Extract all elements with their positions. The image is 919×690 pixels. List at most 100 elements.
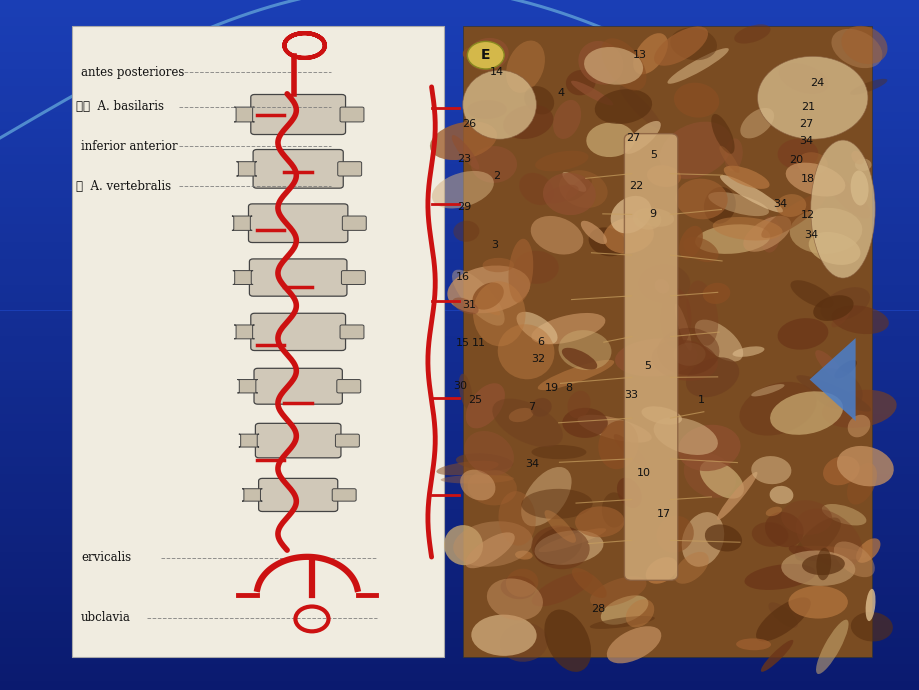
Text: 3: 3 [491, 240, 498, 250]
Ellipse shape [482, 258, 514, 273]
Ellipse shape [824, 173, 869, 219]
Ellipse shape [756, 57, 867, 139]
Text: 33: 33 [623, 390, 638, 400]
Ellipse shape [500, 576, 535, 599]
Bar [0, 569, 919, 578]
Ellipse shape [850, 170, 868, 206]
Text: 动脉  A. basilaris: 动脉 A. basilaris [76, 101, 165, 113]
Bar [0, 8, 919, 17]
Ellipse shape [497, 324, 554, 380]
FancyBboxPatch shape [242, 489, 262, 501]
Text: 18: 18 [800, 175, 814, 184]
Bar [0, 293, 919, 302]
Ellipse shape [518, 172, 553, 205]
Text: 11: 11 [471, 338, 485, 348]
Ellipse shape [607, 627, 661, 663]
Bar [0, 483, 919, 491]
Ellipse shape [533, 526, 582, 565]
Ellipse shape [723, 166, 768, 189]
Ellipse shape [615, 339, 698, 377]
Bar [0, 78, 919, 86]
Text: 12: 12 [800, 210, 814, 220]
Ellipse shape [821, 504, 866, 526]
Bar [0, 259, 919, 267]
Ellipse shape [472, 282, 504, 310]
Ellipse shape [712, 217, 782, 241]
Bar [0, 17, 919, 26]
Ellipse shape [543, 185, 578, 204]
Bar [0, 457, 919, 466]
Ellipse shape [739, 382, 816, 435]
Circle shape [467, 41, 504, 69]
FancyBboxPatch shape [248, 204, 347, 242]
Text: 32: 32 [530, 354, 545, 364]
Ellipse shape [723, 139, 742, 171]
Ellipse shape [456, 453, 513, 471]
Ellipse shape [558, 330, 611, 370]
Ellipse shape [660, 288, 691, 348]
Ellipse shape [809, 368, 862, 410]
Text: 34: 34 [803, 230, 818, 239]
Ellipse shape [683, 453, 735, 498]
Ellipse shape [521, 489, 592, 519]
Ellipse shape [467, 38, 508, 71]
FancyBboxPatch shape [237, 380, 257, 393]
Bar [0, 613, 919, 621]
Text: 5: 5 [649, 150, 656, 160]
Ellipse shape [440, 475, 514, 484]
Ellipse shape [674, 552, 708, 584]
Bar [0, 682, 919, 690]
Bar [0, 172, 919, 181]
Text: ervicalis: ervicalis [81, 551, 130, 564]
Text: ubclavia: ubclavia [81, 611, 130, 624]
FancyBboxPatch shape [251, 95, 346, 135]
Ellipse shape [846, 463, 876, 504]
FancyBboxPatch shape [239, 434, 259, 447]
FancyBboxPatch shape [336, 380, 360, 393]
Ellipse shape [535, 150, 588, 171]
FancyBboxPatch shape [251, 313, 346, 351]
FancyBboxPatch shape [332, 489, 356, 501]
Bar [0, 491, 919, 500]
Ellipse shape [514, 250, 558, 284]
Text: 27: 27 [798, 119, 812, 129]
Ellipse shape [777, 318, 827, 350]
Ellipse shape [820, 287, 869, 321]
Bar [0, 138, 919, 147]
Ellipse shape [796, 375, 870, 412]
Ellipse shape [788, 545, 822, 561]
Ellipse shape [429, 121, 496, 160]
Ellipse shape [670, 28, 716, 60]
Ellipse shape [704, 524, 742, 551]
Ellipse shape [486, 578, 542, 620]
Ellipse shape [574, 506, 624, 538]
FancyBboxPatch shape [255, 424, 341, 458]
Ellipse shape [656, 515, 693, 553]
Bar [0, 241, 919, 250]
Ellipse shape [719, 146, 739, 172]
Text: 34: 34 [798, 137, 812, 146]
Ellipse shape [589, 576, 646, 607]
Text: 21: 21 [800, 102, 814, 112]
Ellipse shape [472, 282, 525, 346]
Bar [0, 448, 919, 457]
Bar [0, 130, 919, 138]
Ellipse shape [767, 602, 797, 628]
Text: 4: 4 [557, 88, 564, 98]
Bar [0, 302, 919, 311]
Ellipse shape [794, 518, 840, 561]
Bar [0, 104, 919, 112]
Ellipse shape [831, 29, 881, 68]
Ellipse shape [465, 383, 505, 428]
Ellipse shape [577, 415, 651, 442]
Bar [0, 397, 919, 406]
Ellipse shape [694, 319, 743, 362]
Text: 34: 34 [772, 199, 787, 208]
Ellipse shape [831, 308, 849, 327]
FancyBboxPatch shape [342, 216, 366, 230]
Ellipse shape [702, 283, 730, 304]
FancyBboxPatch shape [340, 325, 364, 339]
Text: 28: 28 [590, 604, 605, 613]
Ellipse shape [572, 568, 606, 598]
Ellipse shape [801, 554, 844, 575]
